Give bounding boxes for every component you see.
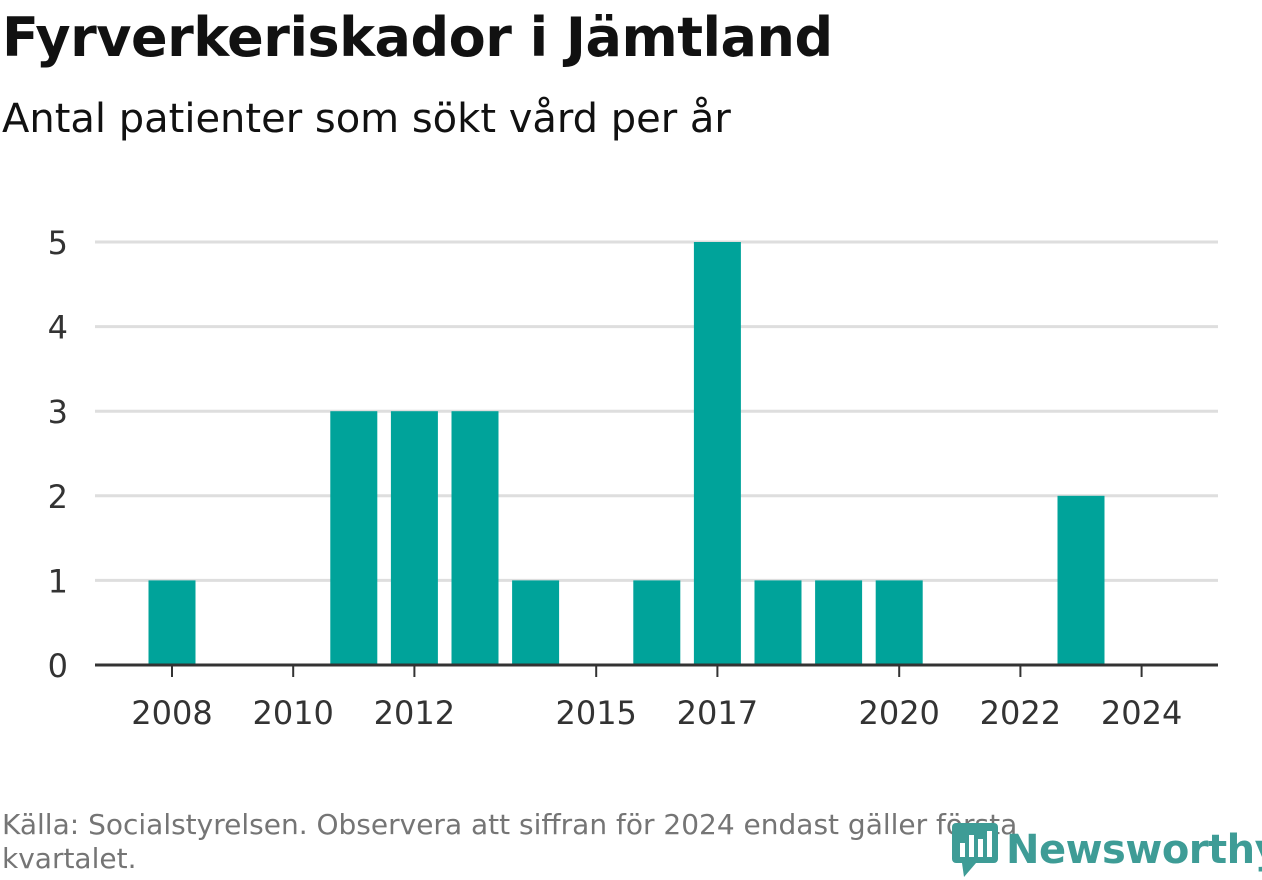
bar-2018 bbox=[754, 580, 802, 665]
x-tick-label: 2022 bbox=[980, 694, 1061, 732]
y-tick-label: 3 bbox=[48, 393, 68, 431]
bar-2011 bbox=[330, 411, 378, 665]
bar-2014 bbox=[512, 580, 560, 665]
y-axis: 0 1 2 3 4 5 bbox=[48, 224, 68, 685]
y-tick-label: 0 bbox=[48, 647, 68, 685]
bar-2020 bbox=[875, 580, 923, 665]
bars bbox=[148, 242, 1105, 665]
bar-chart: 2008 2010 2012 2015 2017 2020 2022 2024 0 1 2 3 4 5 bbox=[48, 224, 1218, 732]
newsworthy-logo: Newsworthy bbox=[950, 820, 1262, 880]
bar-2016 bbox=[633, 580, 681, 665]
bar-2023 bbox=[1057, 495, 1105, 665]
newsworthy-logo-icon bbox=[952, 823, 998, 877]
y-tick-label: 2 bbox=[48, 478, 68, 516]
chart-title: Fyrverkeriskador i Jämtland bbox=[2, 6, 833, 69]
bar-2012 bbox=[390, 411, 438, 665]
x-tick-label: 2020 bbox=[858, 694, 939, 732]
x-tick-label: 2012 bbox=[374, 694, 455, 732]
x-tick-label: 2024 bbox=[1101, 694, 1182, 732]
x-tick-label: 2010 bbox=[252, 694, 333, 732]
y-tick-label: 1 bbox=[48, 562, 68, 600]
bar-2019 bbox=[815, 580, 863, 665]
chart-subtitle: Antal patienter som sökt vård per år bbox=[2, 96, 731, 142]
logo-text: Newsworthy bbox=[1006, 827, 1262, 873]
x-tick-label: 2017 bbox=[677, 694, 758, 732]
x-tick-label: 2015 bbox=[555, 694, 636, 732]
grid-lines bbox=[95, 240, 1218, 582]
source-note: Källa: Socialstyrelsen. Observera att si… bbox=[2, 808, 1018, 875]
bar-2017 bbox=[693, 242, 741, 665]
bar-2013 bbox=[451, 411, 499, 665]
y-tick-label: 5 bbox=[48, 224, 68, 262]
x-axis: 2008 2010 2012 2015 2017 2020 2022 2024 bbox=[95, 663, 1218, 732]
bar-2008 bbox=[148, 580, 196, 665]
y-tick-label: 4 bbox=[48, 309, 68, 347]
x-tick-label: 2008 bbox=[131, 694, 212, 732]
